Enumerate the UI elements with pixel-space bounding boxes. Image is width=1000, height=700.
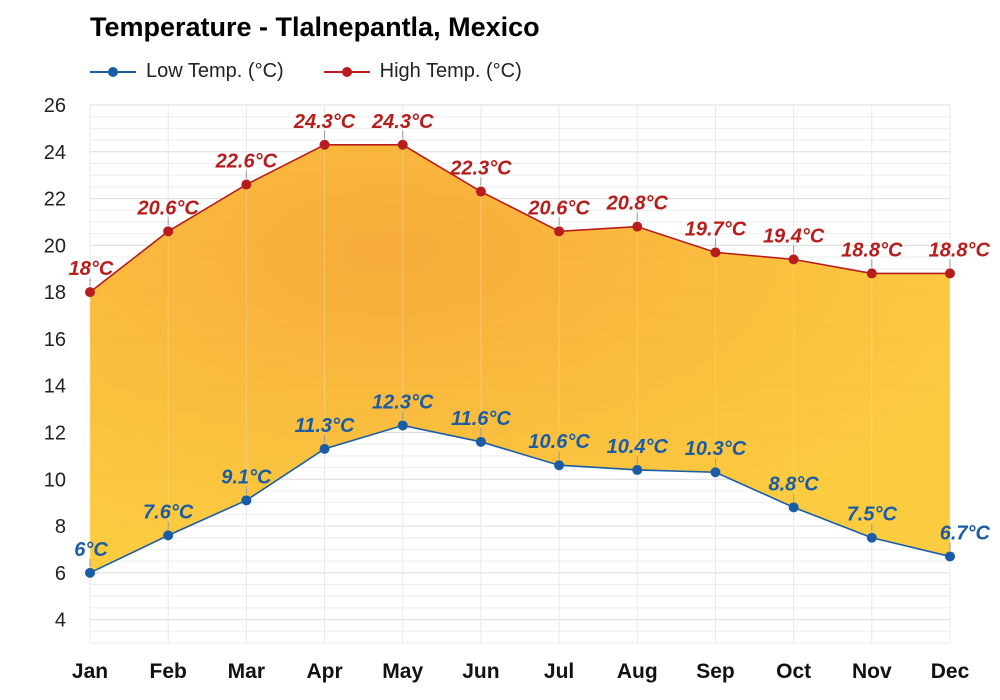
high-temp-data-label: 18.8°C (841, 239, 903, 261)
low-temp-data-label: 11.6°C (451, 408, 511, 430)
high-temp-point (866, 268, 877, 279)
low-temp-point (866, 532, 877, 543)
high-temp-point (475, 186, 486, 197)
x-tick-label: Apr (306, 660, 342, 683)
high-temp-data-label: 24.3°C (371, 111, 434, 133)
high-temp-data-label: 19.4°C (763, 225, 825, 247)
high-temp-point (632, 221, 643, 232)
y-tick-label: 14 (44, 376, 66, 398)
high-temp-data-label: 18°C (69, 258, 114, 280)
low-temp-data-label: 6°C (74, 539, 108, 561)
high-temp-point (85, 287, 95, 298)
x-tick-label: Dec (931, 660, 970, 683)
x-tick-label: Jun (462, 660, 499, 683)
low-temp-point (319, 443, 330, 454)
low-temp-point (945, 551, 955, 562)
low-temp-point (554, 460, 565, 471)
axis-layer: 4 6 8 10 12 14 16 18 20 22 24 26 Jan Feb Mar Apr May Jun J… (44, 95, 970, 683)
y-tick-label: 24 (44, 142, 66, 164)
low-temp-data-label: 9.1°C (221, 466, 272, 488)
x-tick-label: Mar (228, 660, 265, 683)
high-temp-data-label: 22.6°C (215, 151, 278, 173)
x-tick-label: Aug (617, 660, 658, 683)
line-layer (85, 139, 955, 578)
y-tick-label: 22 (44, 189, 66, 211)
x-tick-label: May (382, 660, 423, 683)
high-temp-data-label: 20.8°C (606, 193, 669, 215)
x-tick-label: Jan (72, 660, 108, 683)
low-temp-data-label: 11.3°C (295, 415, 355, 437)
y-tick-label: 4 (55, 610, 66, 632)
high-temp-point (554, 226, 565, 237)
low-temp-point (788, 502, 799, 513)
x-tick-label: Oct (776, 660, 811, 683)
high-temp-point (319, 139, 330, 150)
y-tick-label: 20 (44, 235, 66, 257)
x-tick-label: Nov (852, 660, 892, 683)
high-temp-point (241, 179, 252, 190)
high-temp-data-label: 18.8°C (929, 239, 991, 261)
low-temp-point (710, 467, 721, 478)
low-temp-point (241, 495, 252, 506)
high-temp-data-label: 20.6°C (136, 197, 199, 219)
legend: Low Temp. (°C) High Temp. (°C) (88, 60, 560, 83)
low-temp-data-label: 12.3°C (372, 391, 434, 413)
x-tick-label: Sep (696, 660, 735, 683)
low-temp-data-label: 8.8°C (769, 473, 820, 495)
temperature-band (90, 144, 950, 573)
legend-item-high[interactable]: High Temp. (°C) (322, 60, 522, 83)
high-temp-point (397, 139, 408, 150)
y-tick-label: 8 (55, 516, 66, 538)
x-tick-label: Feb (150, 660, 187, 683)
low-temp-point (475, 436, 486, 447)
low-temp-point (163, 530, 174, 541)
low-temp-data-label: 10.4°C (607, 436, 669, 458)
low-temp-data-label: 10.3°C (685, 438, 747, 460)
low-temp-data-label: 10.6°C (528, 431, 590, 453)
low-temp-data-label: 6.7°C (940, 522, 991, 544)
legend-swatch-high (323, 66, 370, 77)
y-tick-label: 26 (44, 95, 66, 117)
y-tick-label: 12 (44, 422, 66, 444)
high-temp-point (945, 268, 955, 279)
low-temp-data-label: 7.5°C (847, 504, 898, 526)
y-tick-label: 18 (44, 282, 66, 304)
y-tick-label: 16 (44, 329, 66, 351)
low-temp-line (89, 424, 951, 574)
legend-swatch-low (90, 66, 136, 77)
legend-label-low: Low Temp. (°C) (146, 60, 284, 82)
label-layer: 6°C 7.6°C 9.1°C 11.3°C 12.3°C 11.6°C 10.6°C 10.… (69, 111, 991, 567)
y-tick-label: 10 (44, 469, 66, 491)
chart-title: Temperature - Tlalnepantla, Mexico (90, 12, 540, 42)
band-layer (89, 144, 951, 573)
x-tick-label: Jul (544, 660, 574, 683)
y-tick-label: 6 (55, 563, 66, 585)
low-temp-point (632, 464, 643, 475)
legend-item-low[interactable]: Low Temp. (°C) (88, 60, 284, 83)
high-temp-data-label: 20.6°C (527, 197, 590, 219)
low-temp-data-label: 7.6°C (143, 501, 194, 523)
low-temp-point (397, 420, 408, 431)
low-temp-point (85, 567, 95, 578)
high-temp-data-label: 22.3°C (449, 158, 512, 180)
high-temp-point (788, 254, 799, 265)
high-temp-point (710, 247, 721, 258)
high-temp-point (163, 226, 174, 237)
high-temp-data-label: 24.3°C (293, 111, 356, 133)
legend-label-high: High Temp. (°C) (379, 60, 522, 82)
high-temp-line (89, 143, 950, 293)
high-temp-data-label: 19.7°C (685, 218, 747, 240)
